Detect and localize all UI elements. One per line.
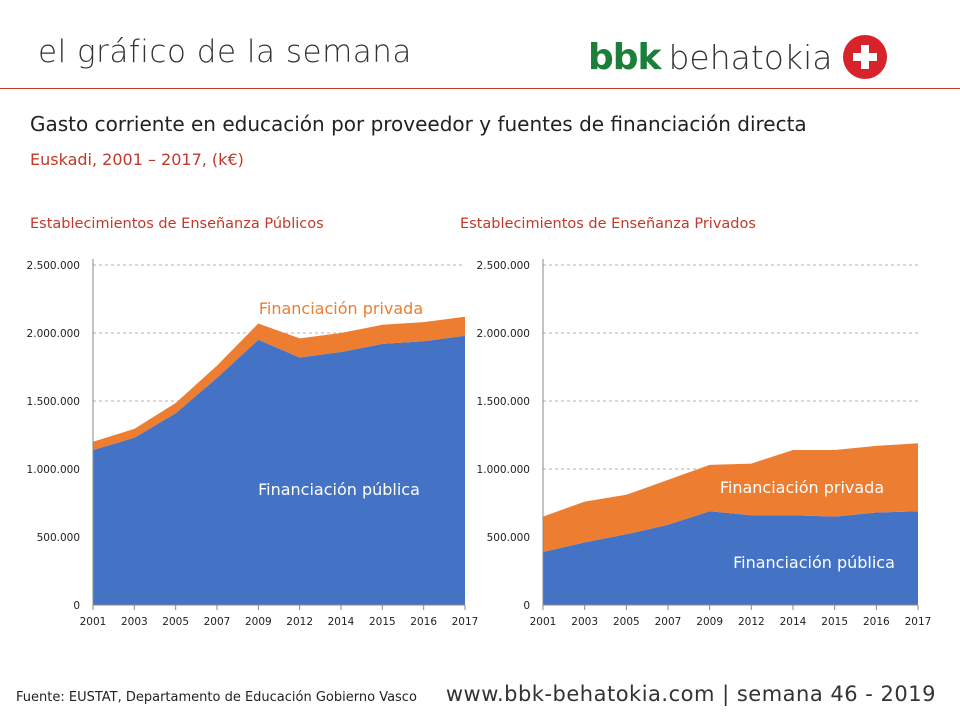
x-tick-label: 2016 [410, 616, 437, 628]
x-tick-label: 2017 [905, 616, 932, 628]
x-tick-label: 2016 [863, 616, 890, 628]
y-tick-label: 2.000.000 [27, 328, 80, 340]
x-tick-label: 2015 [821, 616, 848, 628]
x-tick-label: 2014 [780, 616, 807, 628]
area-chart-privados: 0 500.000 1.000.000 1.500.000 2.000.000 2.500… [477, 259, 932, 628]
x-tick-label: 2009 [696, 616, 723, 628]
logo-behatokia-text: behatokia [668, 37, 833, 77]
x-tick-label: 2009 [245, 616, 272, 628]
y-tick-label: 1.500.000 [477, 396, 530, 408]
panel-title-publicos: Establecimientos de Enseñanza Públicos [30, 216, 324, 232]
y-tick-label: 2.500.000 [477, 260, 530, 272]
area-series-privada [543, 443, 918, 552]
x-tick-label: 2012 [738, 616, 765, 628]
x-tick-label: 2015 [369, 616, 396, 628]
y-tick-label: 1.500.000 [27, 396, 80, 408]
page-header-title: el gráfico de la semana [38, 34, 412, 70]
chart-main-title: Gasto corriente en educación por proveed… [30, 112, 807, 136]
x-tick-label: 2017 [452, 616, 479, 628]
footer-source: Fuente: EUSTAT, Departamento de Educació… [16, 690, 417, 705]
area-series-publica [93, 335, 465, 605]
x-tick-label: 2007 [655, 616, 682, 628]
x-tick-label: 2012 [286, 616, 313, 628]
x-tick-label: 2005 [613, 616, 640, 628]
y-tick-label: 500.000 [487, 532, 530, 544]
y-tick-label: 500.000 [37, 532, 80, 544]
series-label-privada: Financiación privada [259, 299, 423, 318]
bbk-behatokia-logo: bbk behatokia [588, 32, 887, 82]
x-tick-label: 2014 [328, 616, 355, 628]
x-tick-label: 2003 [571, 616, 598, 628]
area-series-privada [93, 316, 465, 450]
chart-subtitle: Euskadi, 2001 – 2017, (k€) [30, 150, 244, 169]
y-tick-label: 0 [523, 600, 530, 612]
series-label-publica: Financiación pública [258, 480, 420, 499]
series-label-publica: Financiación pública [733, 553, 895, 572]
header-divider [0, 88, 960, 89]
x-tick-label: 2005 [162, 616, 189, 628]
y-tick-label: 1.000.000 [27, 464, 80, 476]
x-tick-label: 2003 [121, 616, 148, 628]
plus-cross-icon [842, 35, 887, 79]
x-tick-label: 2007 [204, 616, 231, 628]
panel-title-privados: Establecimientos de Enseñanza Privados [460, 216, 756, 232]
y-tick-label: 2.500.000 [27, 260, 80, 272]
footer-url-week[interactable]: www.bbk-behatokia.com | semana 46 - 2019 [445, 682, 936, 706]
area-series-publica [543, 511, 918, 605]
logo-bbk-text: bbk [588, 36, 661, 78]
area-chart-publicos: 0 500.000 1.000.000 1.500.000 2.000.000 2.500… [27, 259, 479, 628]
y-tick-label: 2.000.000 [477, 328, 530, 340]
x-tick-label: 2001 [530, 616, 557, 628]
y-tick-label: 0 [73, 600, 80, 612]
y-tick-label: 1.000.000 [477, 464, 530, 476]
x-tick-label: 2001 [80, 616, 107, 628]
series-label-privada: Financiación privada [720, 478, 884, 497]
